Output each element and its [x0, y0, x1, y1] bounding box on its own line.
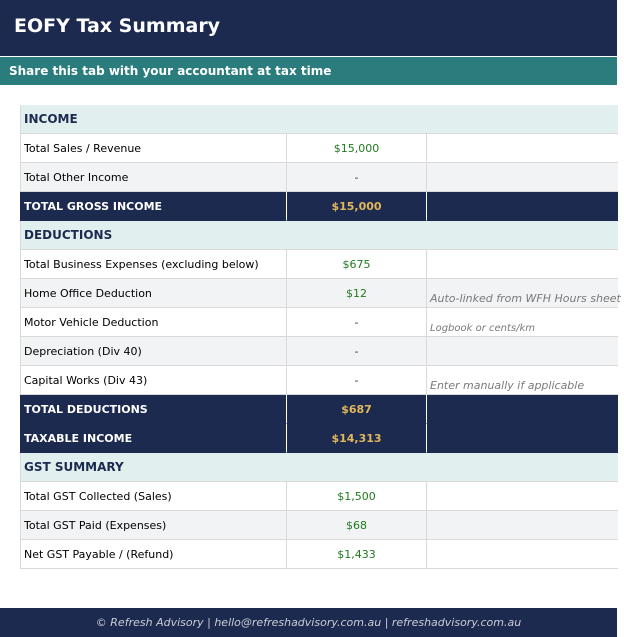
row-label: Total GST Paid (Expenses) — [20, 511, 287, 540]
row-note: Logbook or cents/km — [427, 308, 618, 337]
row-label: TAXABLE INCOME — [20, 424, 287, 453]
row-note — [427, 482, 618, 511]
row-value[interactable]: $14,313 — [287, 424, 427, 453]
section-title-gst: GST SUMMARY — [20, 453, 618, 482]
row-note — [427, 540, 618, 569]
row-label: Depreciation (Div 40) — [20, 337, 287, 366]
row-note — [427, 163, 618, 192]
subheader-banner: Share this tab with your accountant at t… — [0, 57, 617, 85]
table-row: Total Business Expenses (excluding below… — [20, 250, 618, 279]
row-note — [427, 424, 618, 453]
row-label: TOTAL GROSS INCOME — [20, 192, 287, 221]
row-label: Capital Works (Div 43) — [20, 366, 287, 395]
section-header-gst: GST SUMMARY — [20, 453, 618, 482]
total-row-gross-income: TOTAL GROSS INCOME $15,000 — [20, 192, 618, 221]
row-label: Total Other Income — [20, 163, 287, 192]
footer-text: © Refresh Advisory | hello@refreshadviso… — [95, 616, 522, 629]
row-value[interactable]: - — [287, 366, 427, 395]
row-value[interactable]: $675 — [287, 250, 427, 279]
row-value[interactable]: - — [287, 308, 427, 337]
table-row: Total Other Income - — [20, 163, 618, 192]
row-label: Motor Vehicle Deduction — [20, 308, 287, 337]
total-row-taxable-income: TAXABLE INCOME $14,313 — [20, 424, 618, 453]
tax-summary-table: INCOME Total Sales / Revenue $15,000 Tot… — [20, 105, 621, 569]
row-label: Total GST Collected (Sales) — [20, 482, 287, 511]
row-note — [427, 395, 618, 424]
row-label: Total Business Expenses (excluding below… — [20, 250, 287, 279]
row-value[interactable]: - — [287, 163, 427, 192]
row-value[interactable]: $15,000 — [287, 192, 427, 221]
row-note — [427, 192, 618, 221]
table-row: Capital Works (Div 43) - Enter manually … — [20, 366, 618, 395]
row-value[interactable]: $687 — [287, 395, 427, 424]
row-value[interactable]: - — [287, 337, 427, 366]
row-note — [427, 511, 618, 540]
table-row: Net GST Payable / (Refund) $1,433 — [20, 540, 618, 569]
section-title-deductions: DEDUCTIONS — [20, 221, 618, 250]
section-header-income: INCOME — [20, 105, 618, 134]
table-row: Total GST Collected (Sales) $1,500 — [20, 482, 618, 511]
row-label: Home Office Deduction — [20, 279, 287, 308]
page-header: EOFY Tax Summary — [0, 0, 617, 56]
row-note — [427, 134, 618, 163]
row-label: Total Sales / Revenue — [20, 134, 287, 163]
row-value[interactable]: $15,000 — [287, 134, 427, 163]
row-note — [427, 337, 618, 366]
row-value[interactable]: $12 — [287, 279, 427, 308]
total-row-deductions: TOTAL DEDUCTIONS $687 — [20, 395, 618, 424]
table-row: Motor Vehicle Deduction - Logbook or cen… — [20, 308, 618, 337]
row-value[interactable]: $1,500 — [287, 482, 427, 511]
row-value[interactable]: $68 — [287, 511, 427, 540]
row-label: Net GST Payable / (Refund) — [20, 540, 287, 569]
subheader-text: Share this tab with your accountant at t… — [9, 64, 332, 78]
table-row: Depreciation (Div 40) - — [20, 337, 618, 366]
section-title-income: INCOME — [20, 105, 618, 134]
table-row: Home Office Deduction $12 Auto-linked fr… — [20, 279, 621, 308]
row-label: TOTAL DEDUCTIONS — [20, 395, 287, 424]
table-row: Total Sales / Revenue $15,000 — [20, 134, 618, 163]
table-row: Total GST Paid (Expenses) $68 — [20, 511, 618, 540]
page-footer: © Refresh Advisory | hello@refreshadviso… — [0, 608, 617, 637]
row-note: Enter manually if applicable — [427, 366, 618, 395]
row-value[interactable]: $1,433 — [287, 540, 427, 569]
section-header-deductions: DEDUCTIONS — [20, 221, 618, 250]
row-note: Auto-linked from WFH Hours sheet — [427, 279, 621, 308]
page-title: EOFY Tax Summary — [14, 15, 221, 37]
row-note — [427, 250, 618, 279]
